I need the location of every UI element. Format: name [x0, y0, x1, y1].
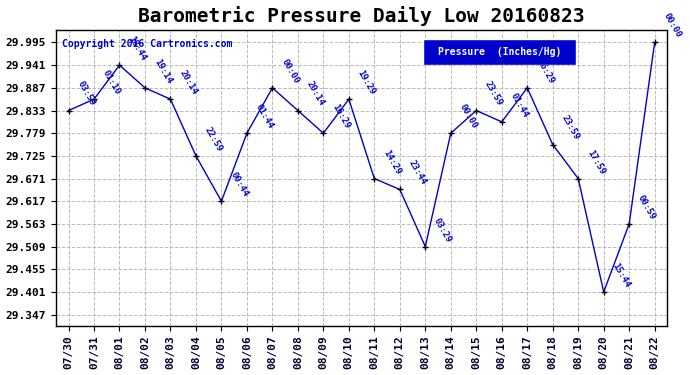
- Text: 19:29: 19:29: [356, 69, 377, 96]
- Title: Barometric Pressure Daily Low 20160823: Barometric Pressure Daily Low 20160823: [138, 6, 585, 26]
- Text: 01:44: 01:44: [254, 103, 275, 130]
- Text: 00:00: 00:00: [662, 12, 683, 40]
- Text: 14:29: 14:29: [382, 148, 402, 176]
- Text: Copyright 2016 Cartronics.com: Copyright 2016 Cartronics.com: [62, 39, 233, 49]
- Text: 20:14: 20:14: [305, 80, 326, 108]
- Text: 22:59: 22:59: [203, 125, 224, 153]
- Text: 18:44: 18:44: [126, 34, 148, 62]
- Text: 01:10: 01:10: [101, 69, 122, 96]
- Text: 23:44: 23:44: [407, 159, 428, 187]
- Text: 00:00: 00:00: [279, 57, 301, 85]
- Text: 23:59: 23:59: [560, 114, 581, 142]
- Text: 23:59: 23:59: [483, 80, 504, 108]
- Text: 15:44: 15:44: [611, 261, 632, 289]
- Text: 01:44: 01:44: [509, 91, 530, 119]
- Text: 03:29: 03:29: [432, 216, 453, 244]
- Text: 17:59: 17:59: [585, 148, 607, 176]
- Text: 20:14: 20:14: [177, 69, 199, 96]
- Text: 00:00: 00:00: [457, 103, 479, 130]
- Text: 19:14: 19:14: [152, 57, 173, 85]
- Text: 16:29: 16:29: [534, 57, 555, 85]
- Text: 00:59: 00:59: [636, 194, 658, 221]
- Text: 00:44: 00:44: [228, 171, 250, 198]
- Text: 03:59: 03:59: [75, 80, 97, 108]
- Text: 16:29: 16:29: [331, 103, 351, 130]
